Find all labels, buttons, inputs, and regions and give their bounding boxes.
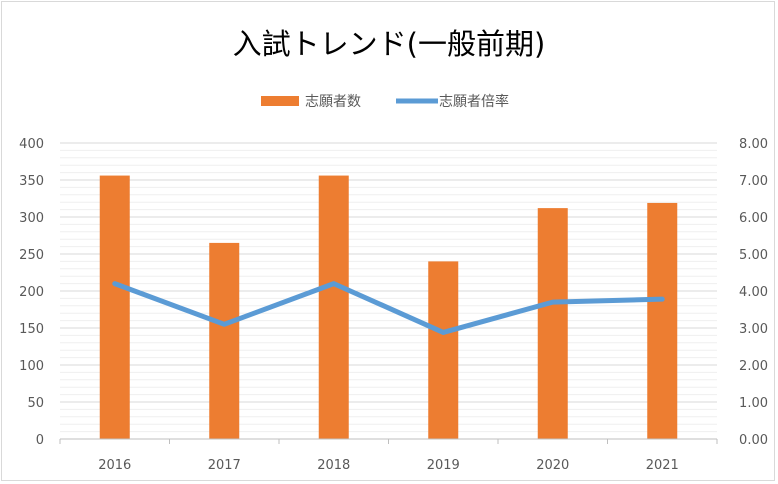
left-tick-label: 150 xyxy=(19,322,44,337)
x-axis xyxy=(59,438,718,444)
x-tick-label: 2019 xyxy=(427,458,460,473)
right-tick-label: 5.00 xyxy=(739,248,768,263)
right-tick-label: 1.00 xyxy=(739,396,768,411)
x-tick-label: 2018 xyxy=(317,458,350,473)
left-tick-label: 0 xyxy=(36,433,44,448)
x-tick-label: 2020 xyxy=(536,458,569,473)
gridlines xyxy=(60,142,717,433)
right-tick-label: 8.00 xyxy=(739,137,768,152)
left-tick-label: 350 xyxy=(19,174,44,189)
rate-line xyxy=(112,281,665,335)
right-tick-label: 4.00 xyxy=(739,285,768,300)
left-tick-label: 100 xyxy=(19,359,44,374)
legend-swatch-bar xyxy=(261,96,299,106)
left-tick-label: 400 xyxy=(19,137,44,152)
right-tick-label: 6.00 xyxy=(739,211,768,226)
left-tick-label: 50 xyxy=(27,396,44,411)
right-tick-label: 2.00 xyxy=(739,359,768,374)
right-tick-label: 7.00 xyxy=(739,174,768,189)
x-axis-ticks: 2016 2017 2018 2019 2020 2021 xyxy=(98,458,679,473)
left-axis-ticks: 0 50 100 150 200 250 300 350 400 xyxy=(19,137,44,448)
bars xyxy=(99,175,678,439)
bar-2016 xyxy=(99,175,130,439)
bar-2020 xyxy=(537,208,568,439)
left-tick-label: 300 xyxy=(19,211,44,226)
x-tick-label: 2017 xyxy=(208,458,241,473)
bar-2018 xyxy=(318,175,349,439)
legend-label-bar: 志願者数 xyxy=(305,94,361,110)
right-tick-label: 3.00 xyxy=(739,322,768,337)
x-tick-label: 2016 xyxy=(98,458,131,473)
bar-2021 xyxy=(647,202,678,439)
legend-label-line: 志願者倍率 xyxy=(439,93,509,110)
right-tick-label: 0.00 xyxy=(739,433,768,448)
bar-2017 xyxy=(209,242,240,439)
x-tick-label: 2021 xyxy=(646,458,679,473)
left-tick-label: 250 xyxy=(19,248,44,263)
bar-2019 xyxy=(428,261,459,439)
chart-title: 入試トレンド(一般前期) xyxy=(233,27,546,61)
left-tick-label: 200 xyxy=(19,285,44,300)
rate-line-path xyxy=(112,281,665,335)
right-axis-ticks: 0.00 1.00 2.00 3.00 4.00 5.00 6.00 7.00 8.00 xyxy=(739,137,768,448)
legend: 志願者数 志願者倍率 xyxy=(261,93,509,110)
